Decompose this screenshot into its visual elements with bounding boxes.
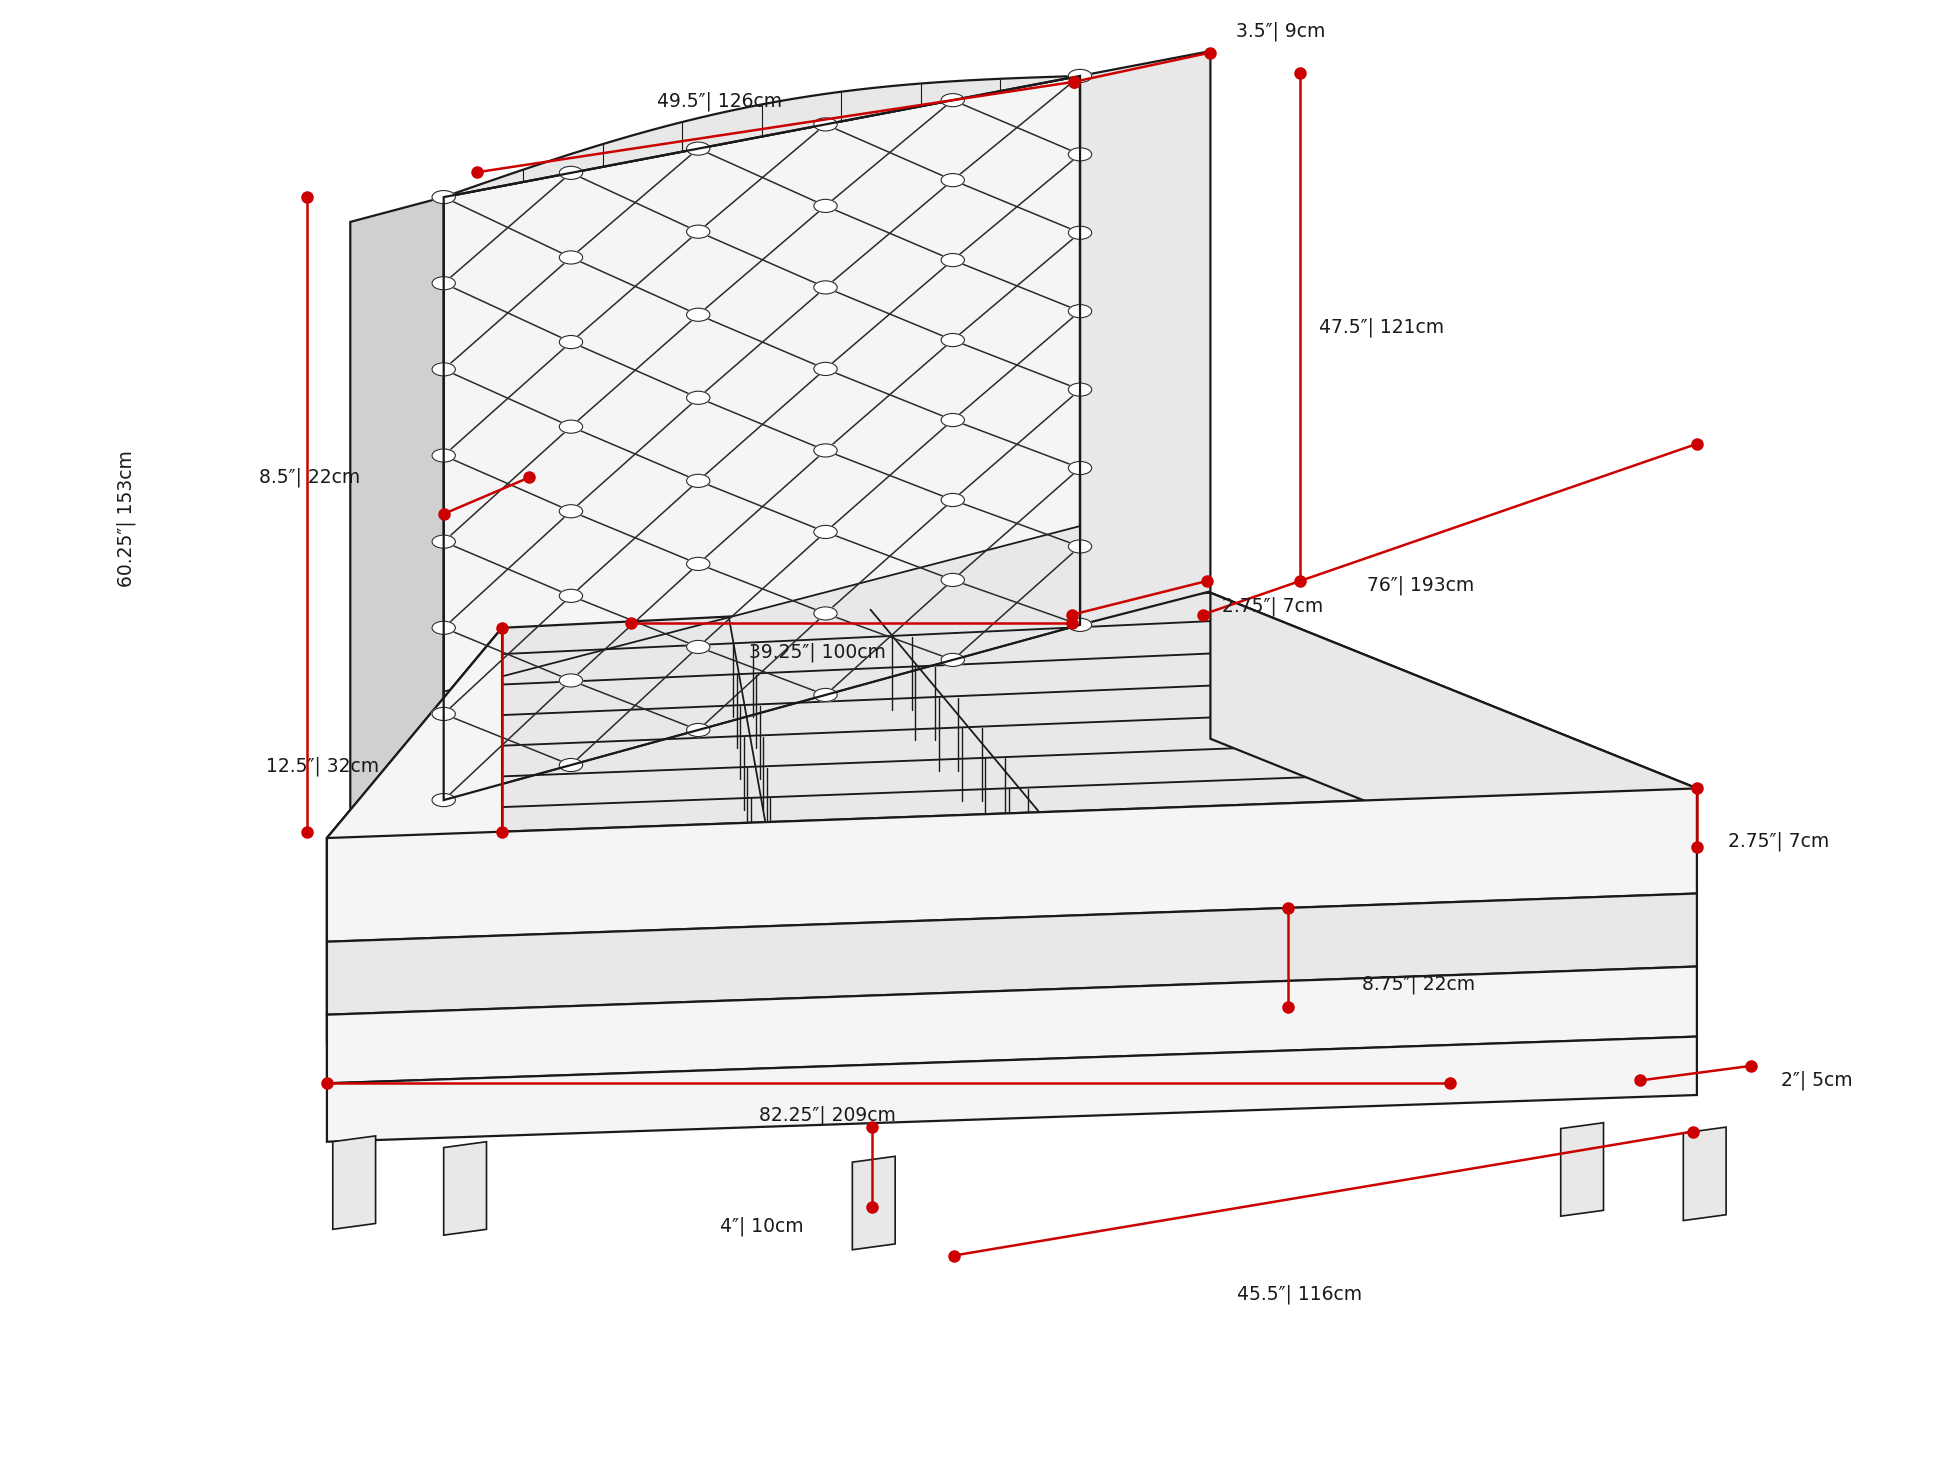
- Ellipse shape: [559, 251, 582, 264]
- Ellipse shape: [813, 688, 837, 701]
- Ellipse shape: [559, 420, 582, 434]
- Ellipse shape: [432, 190, 455, 203]
- Ellipse shape: [942, 254, 965, 267]
- Text: 2.75″| 7cm: 2.75″| 7cm: [1222, 596, 1323, 616]
- Ellipse shape: [687, 474, 710, 488]
- Text: 76″| 193cm: 76″| 193cm: [1366, 575, 1475, 594]
- Ellipse shape: [942, 654, 965, 667]
- Polygon shape: [327, 1037, 1697, 1142]
- Polygon shape: [327, 628, 502, 1042]
- Ellipse shape: [687, 723, 710, 736]
- Ellipse shape: [432, 450, 455, 463]
- Ellipse shape: [687, 641, 710, 654]
- Polygon shape: [1561, 1123, 1604, 1216]
- Polygon shape: [327, 788, 1697, 942]
- Ellipse shape: [559, 675, 582, 688]
- Ellipse shape: [813, 280, 837, 293]
- Ellipse shape: [559, 336, 582, 349]
- Text: 39.25″| 100cm: 39.25″| 100cm: [749, 642, 885, 661]
- Ellipse shape: [942, 93, 965, 107]
- Text: 2″| 5cm: 2″| 5cm: [1781, 1070, 1853, 1091]
- Text: 3.5″| 9cm: 3.5″| 9cm: [1236, 22, 1325, 41]
- Ellipse shape: [1068, 619, 1092, 632]
- Text: 4″| 10cm: 4″| 10cm: [720, 1216, 804, 1237]
- Ellipse shape: [687, 142, 710, 155]
- Ellipse shape: [559, 505, 582, 518]
- Ellipse shape: [432, 364, 455, 377]
- Polygon shape: [852, 1156, 895, 1250]
- Polygon shape: [327, 894, 1697, 1015]
- Polygon shape: [350, 197, 444, 832]
- Polygon shape: [327, 593, 1697, 838]
- Ellipse shape: [1068, 70, 1092, 82]
- Polygon shape: [1210, 593, 1697, 934]
- Ellipse shape: [942, 574, 965, 587]
- Ellipse shape: [559, 759, 582, 772]
- Ellipse shape: [813, 362, 837, 375]
- Ellipse shape: [1068, 226, 1092, 239]
- Text: 82.25″| 209cm: 82.25″| 209cm: [759, 1105, 895, 1124]
- Polygon shape: [444, 526, 1080, 800]
- Polygon shape: [1080, 51, 1210, 625]
- Ellipse shape: [942, 174, 965, 187]
- Ellipse shape: [432, 620, 455, 634]
- Ellipse shape: [1068, 147, 1092, 161]
- Ellipse shape: [813, 526, 837, 539]
- Polygon shape: [444, 1142, 486, 1235]
- Ellipse shape: [559, 590, 582, 603]
- Ellipse shape: [1068, 461, 1092, 474]
- Ellipse shape: [813, 444, 837, 457]
- Ellipse shape: [432, 793, 455, 806]
- Ellipse shape: [687, 558, 710, 571]
- Ellipse shape: [687, 391, 710, 404]
- Text: 60.25″| 153cm: 60.25″| 153cm: [117, 450, 136, 587]
- Polygon shape: [1683, 1127, 1726, 1221]
- Ellipse shape: [1068, 305, 1092, 318]
- Text: 2.75″| 7cm: 2.75″| 7cm: [1728, 831, 1829, 851]
- Ellipse shape: [942, 413, 965, 426]
- Polygon shape: [333, 1136, 376, 1229]
- Ellipse shape: [942, 493, 965, 507]
- Ellipse shape: [813, 607, 837, 620]
- Ellipse shape: [687, 308, 710, 321]
- Polygon shape: [327, 967, 1697, 1083]
- Ellipse shape: [1068, 540, 1092, 553]
- Text: 12.5″| 32cm: 12.5″| 32cm: [267, 756, 379, 777]
- Ellipse shape: [432, 277, 455, 289]
- Ellipse shape: [1068, 383, 1092, 396]
- Ellipse shape: [813, 200, 837, 213]
- Polygon shape: [444, 76, 1080, 197]
- Ellipse shape: [432, 707, 455, 720]
- Text: 49.5″| 126cm: 49.5″| 126cm: [658, 92, 782, 111]
- Text: 8.5″| 22cm: 8.5″| 22cm: [259, 467, 360, 488]
- Text: 8.75″| 22cm: 8.75″| 22cm: [1362, 974, 1475, 994]
- Ellipse shape: [432, 534, 455, 549]
- Polygon shape: [444, 76, 1080, 800]
- Text: 45.5″| 116cm: 45.5″| 116cm: [1238, 1285, 1362, 1304]
- Ellipse shape: [813, 118, 837, 131]
- Ellipse shape: [687, 225, 710, 238]
- Ellipse shape: [559, 166, 582, 180]
- Ellipse shape: [942, 333, 965, 346]
- Text: 47.5″| 121cm: 47.5″| 121cm: [1319, 317, 1444, 337]
